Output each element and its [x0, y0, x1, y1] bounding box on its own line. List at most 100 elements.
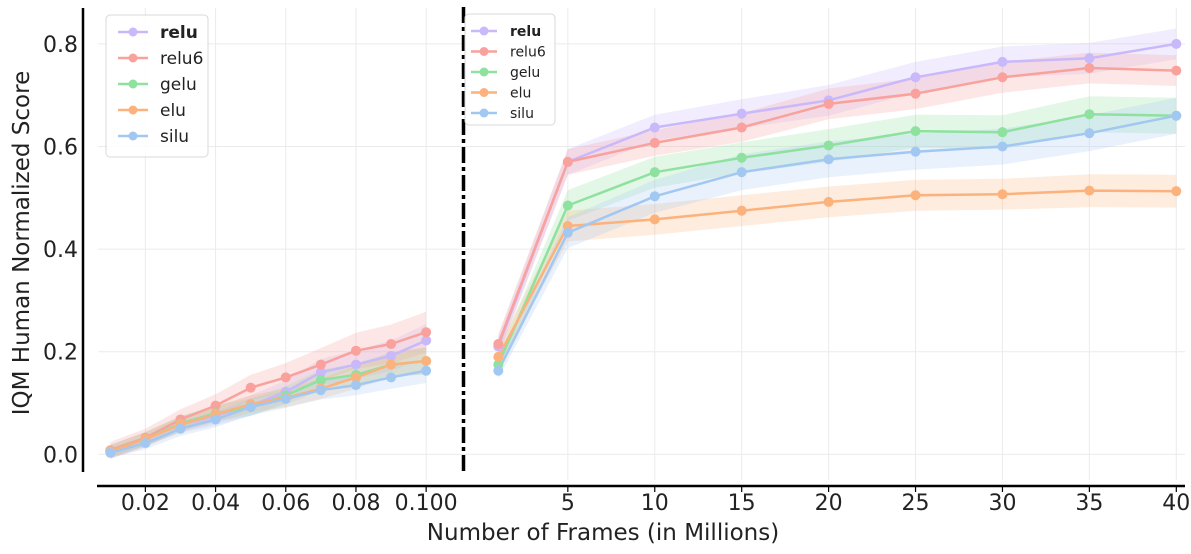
data-point-relu6 — [1084, 63, 1095, 74]
legend-marker-gelu — [479, 67, 489, 77]
legend-label-silu: silu — [510, 106, 534, 122]
legend-label-elu: elu — [160, 101, 186, 121]
data-point-relu — [997, 56, 1008, 67]
data-point-silu — [649, 191, 660, 202]
data-point-gelu — [315, 374, 326, 385]
legend-marker-silu — [128, 131, 138, 141]
data-point-relu6 — [350, 345, 361, 356]
y-tick-label: 0.0 — [43, 443, 78, 468]
data-point-elu — [910, 190, 921, 201]
legend-label-gelu: gelu — [510, 65, 540, 81]
series-line-silu — [109, 369, 427, 455]
data-point-elu — [386, 359, 397, 370]
data-point-silu — [245, 402, 256, 413]
data-point-silu — [210, 414, 221, 425]
series-line-relu6 — [109, 331, 427, 452]
data-point-relu — [910, 72, 921, 83]
data-point-elu — [1084, 185, 1095, 196]
data-point-elu — [350, 372, 361, 383]
data-point-silu — [562, 227, 573, 238]
data-point-relu6 — [823, 98, 834, 109]
legend-left: relu relu6 gelu elu silu — [105, 14, 209, 158]
y-axis-title: IQM Human Normalized Score — [9, 71, 35, 415]
legend-marker-relu — [128, 27, 138, 37]
data-point-relu6 — [997, 72, 1008, 83]
series-line-elu — [109, 359, 427, 453]
data-point-elu — [421, 355, 432, 366]
data-point-relu6 — [386, 339, 397, 350]
legend-marker-relu6 — [128, 53, 138, 63]
data-point-relu6 — [421, 327, 432, 338]
data-point-gelu — [1084, 109, 1095, 120]
legend-marker-relu — [479, 26, 489, 36]
x-tick-label: 0.100 — [395, 491, 458, 516]
x-tick-label: 0.08 — [331, 491, 380, 516]
data-point-gelu — [649, 167, 660, 178]
x-tick-label: 0.02 — [121, 491, 170, 516]
legend-marker-elu — [128, 105, 138, 115]
data-point-gelu — [823, 140, 834, 151]
y-tick-label: 0.6 — [43, 136, 78, 161]
data-point-relu6 — [280, 372, 291, 383]
tick-labels: 0.0 0.2 0.4 0.6 0.8 0.02 0.04 0.06 0.08 0.100 5 10 1… — [43, 33, 1190, 516]
data-point-relu — [649, 122, 660, 133]
legend-label-gelu: gelu — [160, 75, 197, 95]
legend-label-elu: elu — [510, 86, 531, 102]
data-point-elu — [1171, 186, 1182, 197]
data-point-elu — [997, 189, 1008, 200]
data-point-relu6 — [245, 382, 256, 393]
x-tick-label: 15 — [728, 491, 756, 516]
data-point-relu6 — [649, 137, 660, 148]
legend-label-relu: relu — [510, 24, 541, 40]
y-tick-label: 0.4 — [43, 238, 78, 263]
data-point-gelu — [910, 126, 921, 137]
x-tick-label: 35 — [1075, 491, 1103, 516]
data-point-gelu — [736, 152, 747, 163]
legend-label-silu: silu — [160, 127, 189, 147]
x-axis-title: Number of Frames (in Millions) — [427, 520, 779, 546]
legend-marker-elu — [479, 88, 489, 97]
data-point-relu — [386, 350, 397, 361]
legend-right: relu relu6 gelu elu silu — [464, 13, 556, 126]
data-point-silu — [315, 385, 326, 396]
confidence-band-relu6 — [498, 52, 1177, 355]
data-point-relu — [736, 108, 747, 119]
data-point-relu6 — [736, 122, 747, 133]
x-tick-label: 20 — [815, 491, 843, 516]
legend-box — [464, 13, 556, 126]
data-point-silu — [175, 423, 186, 434]
data-point-elu — [736, 205, 747, 216]
data-point-silu — [1171, 110, 1182, 121]
y-tick-label: 0.8 — [43, 33, 78, 58]
data-point-elu — [493, 351, 504, 362]
legend-label-relu6: relu6 — [160, 49, 203, 69]
data-point-relu — [421, 335, 432, 346]
data-point-elu — [649, 214, 660, 225]
legend-box — [105, 14, 209, 158]
x-tick-label: 0.06 — [261, 491, 310, 516]
y-tick-label: 0.2 — [43, 341, 78, 366]
confidence-band-relu — [498, 28, 1177, 357]
data-point-silu — [493, 365, 504, 376]
data-point-silu — [736, 167, 747, 178]
data-point-silu — [280, 393, 291, 404]
data-point-relu6 — [562, 156, 573, 167]
data-point-gelu — [997, 127, 1008, 138]
data-point-relu6 — [493, 339, 504, 350]
confidence-band-silu — [498, 97, 1177, 379]
x-tick-label: 40 — [1162, 491, 1190, 516]
data-point-elu — [823, 196, 834, 207]
data-point-relu6 — [315, 359, 326, 370]
confidence-band-elu — [498, 174, 1177, 368]
data-point-silu — [823, 154, 834, 165]
series-points — [105, 38, 1182, 458]
x-tick-label: 25 — [902, 491, 930, 516]
data-point-relu6 — [210, 400, 221, 411]
data-point-gelu — [562, 200, 573, 211]
data-point-silu — [350, 380, 361, 391]
data-point-relu6 — [1171, 65, 1182, 76]
data-point-relu6 — [910, 88, 921, 99]
data-point-silu — [105, 447, 116, 458]
data-point-relu — [315, 367, 326, 378]
